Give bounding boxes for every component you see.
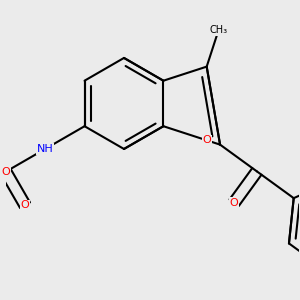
Text: O: O	[21, 200, 29, 210]
Text: NH: NH	[37, 144, 53, 154]
Text: O: O	[1, 167, 10, 177]
Text: O: O	[230, 198, 239, 208]
Text: O: O	[202, 135, 211, 145]
Text: CH₃: CH₃	[210, 25, 228, 35]
